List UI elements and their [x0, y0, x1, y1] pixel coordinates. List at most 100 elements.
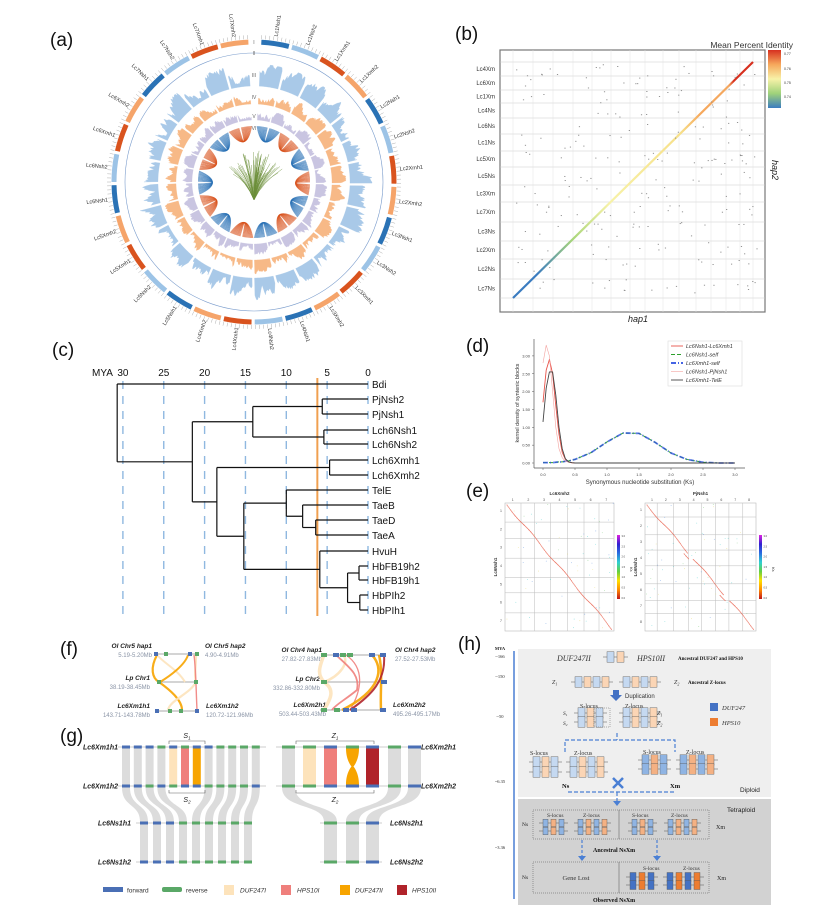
tick-mark	[301, 316, 304, 321]
tick-mark	[203, 316, 206, 321]
alignment-dot	[601, 228, 603, 230]
collinear-band	[122, 748, 130, 785]
histogram-track-4	[164, 200, 184, 220]
colorbar-tick: 0.74	[784, 95, 791, 99]
syntenic-dot	[651, 511, 653, 513]
syntenic-dot	[706, 572, 708, 574]
y-tick-label: 7	[500, 619, 502, 623]
syntenic-dot	[536, 539, 538, 541]
syntenic-dot	[556, 563, 558, 565]
histogram-track-3	[143, 162, 161, 183]
chromosome-label: Lc7Nsh2	[158, 40, 175, 61]
hps10-gene	[631, 716, 640, 728]
syntenic-dot	[737, 609, 739, 610]
alignment-dot	[596, 188, 598, 190]
alignment-dot	[701, 167, 703, 169]
syntenic-dot	[521, 522, 523, 524]
colorbar-tick: 1.0	[622, 575, 626, 579]
gene-arrow	[216, 784, 225, 788]
hps10-gene	[650, 763, 659, 775]
s2-label: S2	[183, 797, 191, 805]
tick-mark	[319, 308, 323, 313]
alignment-dot	[641, 192, 643, 194]
paralog-dot	[576, 565, 578, 567]
gene-arrow	[133, 784, 142, 788]
paralog-dot	[549, 579, 551, 580]
chromosome-arc	[111, 153, 120, 183]
syntenic-dot	[742, 615, 744, 617]
alignment-dot	[623, 82, 625, 84]
syntenic-dot	[654, 515, 656, 517]
alignment-dot	[666, 287, 668, 289]
tick-mark	[372, 261, 377, 265]
histogram-track-3	[140, 205, 168, 228]
alignment-dot	[666, 152, 668, 154]
tick-label: 5	[324, 368, 330, 379]
gene-block	[321, 708, 327, 712]
paralog-dot	[647, 553, 649, 555]
alignment-dot	[646, 91, 648, 92]
chromosome-name: Lc6Xm1h2	[206, 703, 239, 710]
duf247-gene	[542, 827, 549, 835]
syntenic-dot	[722, 598, 724, 600]
syntenic-dot	[516, 516, 517, 518]
histogram-track-5	[183, 153, 198, 169]
alignment-dot	[674, 87, 676, 89]
histogram-track-4	[166, 183, 179, 202]
tick-mark	[161, 292, 164, 297]
x-tick-label: 6	[590, 498, 592, 502]
gene-block	[154, 652, 158, 656]
histogram-track-4	[287, 244, 307, 260]
paralog-dot	[682, 563, 684, 565]
chromosome-arc	[344, 74, 368, 99]
timeline-tick: ~50	[497, 714, 505, 719]
region-range: 27.52-27.53Mb	[395, 657, 436, 663]
synteny-link	[202, 157, 217, 165]
syntenic-dot	[712, 580, 714, 582]
histogram-track-3	[158, 224, 179, 247]
syntenic-dot	[695, 561, 697, 563]
colored-gene-band	[181, 748, 189, 785]
collinear-band	[157, 787, 187, 822]
duf247-gene	[577, 827, 584, 835]
alignment-dot	[720, 173, 722, 175]
alignment-dot	[745, 163, 747, 165]
gene-arrow	[192, 745, 201, 749]
gene-arrow	[122, 745, 130, 749]
alignment-dot	[725, 116, 728, 118]
paralog-dot	[577, 570, 579, 572]
duplicated-region-box	[593, 707, 611, 728]
colorbar-tick: 0.77	[784, 52, 791, 56]
syntenic-dot	[704, 571, 706, 572]
tick-mark	[207, 317, 209, 322]
tick-mark	[191, 311, 194, 316]
alignment-dot	[560, 157, 562, 159]
syntenic-dot	[577, 588, 579, 590]
syntenic-dot	[686, 556, 688, 558]
alignment-dot	[754, 74, 756, 75]
chromosome-label: Lc7Xmh1	[191, 22, 205, 46]
z-locus-label: Z-locus	[671, 813, 688, 819]
gene-block	[340, 653, 346, 657]
syntenic-dot	[710, 577, 712, 579]
histogram-track-3	[204, 68, 230, 97]
syntenic-dot	[602, 617, 604, 619]
paralog-dot	[724, 608, 726, 610]
hps10-gene	[693, 880, 701, 890]
tick-mark	[359, 82, 363, 86]
syntenic-dot	[739, 611, 741, 613]
syntenic-dot	[536, 538, 538, 540]
tick-mark	[164, 295, 167, 299]
gene-arrow	[366, 745, 379, 749]
tick-mark	[131, 100, 135, 104]
chromosome-label: Lc5Xmh2	[93, 229, 117, 242]
tick-mark	[376, 254, 381, 258]
alignment-dot	[632, 226, 634, 228]
alignment-dot	[646, 96, 648, 98]
paralog-dot	[651, 624, 653, 626]
syntenic-dot	[671, 532, 673, 534]
s1-label: S1	[563, 711, 568, 717]
syntenic-dot	[599, 612, 601, 614]
gene-arrow	[192, 821, 200, 825]
